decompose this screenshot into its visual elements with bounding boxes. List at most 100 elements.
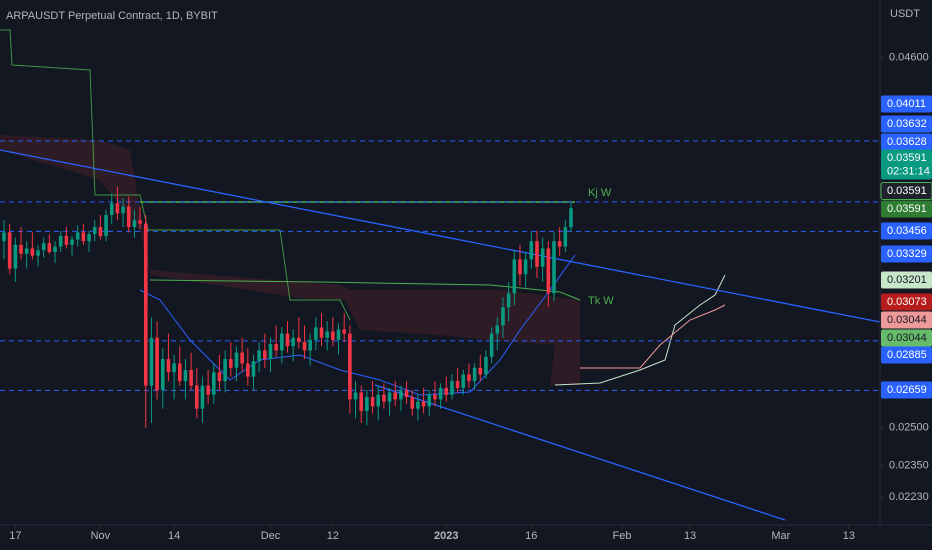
price-tag-label: 0.03201 (887, 274, 927, 286)
candle-body (523, 259, 528, 275)
price-tag (880, 182, 932, 200)
candle-body (433, 394, 437, 400)
candle-body (348, 333, 352, 400)
candle-body (467, 374, 471, 382)
candle-body (7, 232, 12, 269)
trendline (0, 149, 881, 323)
tenkan-weekly (149, 279, 581, 301)
axis-unit: USDT (890, 8, 920, 20)
candle-body (81, 232, 86, 242)
candle-body (36, 250, 40, 256)
candle-body (546, 248, 551, 294)
candle-body (387, 392, 392, 402)
candle-body (353, 392, 358, 400)
candle-body (319, 327, 324, 338)
price-tag-label: 0.04011 (887, 98, 926, 110)
tenkan (139, 254, 576, 396)
candle-body (336, 329, 341, 340)
price-tag (881, 222, 932, 240)
candle-body (518, 259, 522, 275)
price-tag (881, 271, 932, 289)
price-tag (881, 133, 932, 151)
candle-body (370, 397, 375, 407)
candle-body (251, 361, 256, 377)
candle-body (47, 243, 52, 253)
y-tick-label: 0.02350 (889, 459, 929, 471)
candle-body (155, 337, 159, 391)
candle-body (206, 385, 210, 395)
candle-body (194, 385, 199, 409)
cloud (0, 135, 580, 385)
candle-body (263, 350, 267, 360)
candle-body (461, 374, 466, 388)
candle-body (325, 331, 329, 338)
candle-body (489, 333, 494, 357)
candle-body (75, 232, 80, 240)
candle-body (512, 259, 517, 294)
price-tag (881, 293, 932, 311)
candle-body (365, 397, 369, 412)
candle-body (138, 220, 142, 224)
candle-body (308, 339, 312, 351)
candle-body (58, 235, 63, 247)
candle-body (297, 337, 301, 342)
price-tag-label: 0.03591 (887, 203, 927, 215)
candle-body (563, 227, 568, 247)
candle-body (19, 244, 23, 254)
candle-body (41, 243, 46, 251)
price-tag-label: 0.03073 (887, 296, 927, 308)
candle-body (472, 367, 477, 382)
candle-body (177, 363, 182, 382)
candle-body (495, 325, 500, 334)
candle-body (229, 359, 233, 368)
candle-body (421, 401, 426, 407)
candle-body (540, 248, 545, 267)
candle-body (331, 331, 335, 340)
price-tag (881, 115, 932, 133)
candle-body (535, 241, 539, 267)
candle-body (314, 327, 318, 340)
candle-body (359, 392, 364, 412)
candle-body (444, 387, 449, 395)
candle-body (393, 392, 398, 400)
candle-body (376, 394, 381, 407)
candle-body (30, 248, 35, 256)
candle-body (126, 206, 131, 228)
candle-body (569, 208, 573, 228)
x-tick-label: 14 (168, 530, 180, 542)
x-tick-label: Dec (261, 530, 281, 542)
candle-body (382, 394, 386, 402)
candle-body (416, 401, 420, 409)
y-tick-label: 0.04600 (889, 52, 929, 64)
candle-body (149, 337, 154, 386)
x-tick-label: Nov (91, 530, 111, 542)
candle-body (53, 246, 57, 253)
chart-title: ARPAUSDT Perpetual Contract, 1D, BYBIT (6, 10, 218, 22)
candle-body (285, 333, 290, 347)
price-tag (881, 381, 932, 399)
price-tag-label: 0.03329 (887, 248, 927, 260)
price-tag-label: 0.03044 (887, 314, 927, 326)
candle-body (552, 241, 556, 294)
price-tag-label: 0.03628 (887, 136, 927, 148)
y-tick-label: 0.02230 (889, 491, 929, 503)
candle-body (427, 394, 432, 407)
kijun (0, 29, 351, 321)
candle-body (410, 397, 415, 409)
candle-body (166, 359, 171, 373)
candle-body (450, 381, 454, 395)
candle-body (280, 333, 284, 351)
candle-body (70, 239, 74, 245)
indicators (0, 0, 932, 526)
candle-body (24, 248, 29, 254)
x-tick-label: 12 (327, 530, 339, 542)
candle-body (189, 369, 193, 386)
x-tick-label: 17 (9, 530, 21, 542)
candle-body (143, 223, 148, 386)
price-tag-label: 0.02659 (887, 384, 927, 396)
candle-body (557, 241, 562, 247)
candle-body (529, 241, 534, 260)
candle-body (87, 234, 91, 242)
